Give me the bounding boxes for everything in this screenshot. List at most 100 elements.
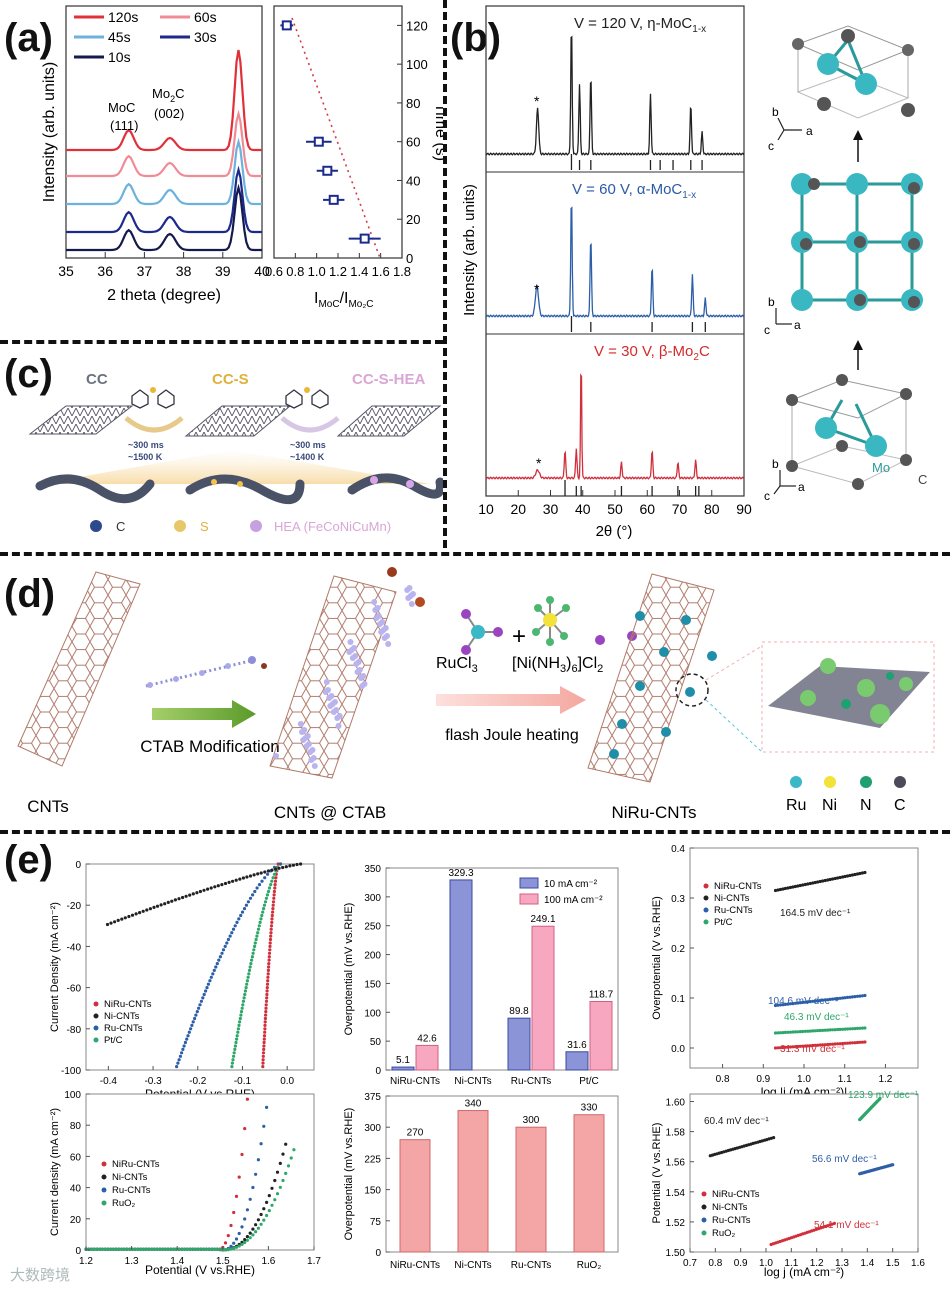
her-ptc-pt-22 [254,937,258,942]
oer-lsv-series-1-pt-69 [273,1178,277,1183]
b-xtick-40: 40 [575,501,591,517]
oer-bar-cat-3: RuO₂ [577,1260,602,1271]
oer-tafel-series-1-pt-28 [772,1136,776,1140]
her-tafel-series-1-pt-27 [841,875,845,879]
oer-lsv-xlabel: Potential (V vs.RHE) [145,1263,255,1277]
oer-tafel-xtick-5: 1.2 [810,1258,824,1269]
oer-lsv-series-3-pt-34 [177,1247,181,1251]
c-legend-hea: HEA (FeCoNiCuMn) [274,519,391,534]
her-ptc-pt-58 [230,1061,234,1065]
her-ru-pt-6 [257,883,262,887]
her-tafel-series-0-pt-23 [831,1042,835,1046]
niru-atoms [609,611,717,759]
xrd-curve-10s [66,183,262,252]
her-niru-pt-42 [264,1006,268,1010]
her-ni-pt-3 [288,864,292,868]
her-lsv-ytick-3: -40 [67,942,82,953]
oer-tafel-series-3-pt-28 [832,1221,837,1225]
her-ni-pt-40 [155,904,160,908]
her-ni-pt-4 [284,865,288,869]
oer-lsv-series-1-pt-68 [270,1186,274,1190]
her-ru-pt-41 [198,1003,202,1007]
niru-tube [587,573,715,783]
her-ni-pt-28 [198,889,202,894]
her-ni-pt-47 [130,913,135,917]
her-tafel-series-3-pt-31 [850,1027,855,1031]
her-tafel-series-2-pt-33 [855,994,860,998]
her-tafel-series-0-pt-10 [798,1044,802,1048]
her-ptc-pt-10 [264,896,268,900]
her-bar-legend-sw-0 [519,877,539,889]
ni-complex [532,596,637,646]
axis-c-1: c [768,139,774,153]
her-ptc-pt-11 [263,900,268,904]
her-tafel-series-2-pt-26 [838,996,842,1000]
benzene-1 [131,387,175,409]
her-ptc-pt-50 [235,1034,239,1038]
oer-bar-label-3: 330 [581,1103,598,1114]
her-tafel-series-1-pt-8 [793,884,798,889]
her-ptc-pt-40 [241,999,245,1003]
oer-lsv-series-1-pt-61 [251,1227,255,1231]
her-tafel-series-1-pt-31 [850,873,855,877]
her-niru-pt-32 [266,972,270,976]
her-ni-pt-0 [299,862,303,866]
d-legend-c-dot [894,776,906,788]
ratio-point-4 [359,233,370,244]
her-bar-legend-1: 100 mA cm⁻² [544,895,603,906]
panel-d-schematic: CNTs CTAB Modification CNTs @ CTAB + RuC… [17,567,935,822]
her-ni-pt-39 [159,903,163,907]
xrd-curve-45s [66,137,262,206]
her-lsv-xtick-2: -0.2 [189,1076,207,1087]
her-lsv-ytick-0: -100 [61,1066,81,1077]
her-ptc-pt-37 [243,989,247,993]
her-tafel-series-0-pt-27 [841,1041,845,1046]
her-tafel-series-1-pt-25 [836,876,840,880]
her-niru-pt-57 [261,1058,265,1062]
oer-bar-label-1: 340 [465,1099,482,1110]
ctab-atom-37 [349,655,356,661]
oer-lsv-xtick-0: 1.2 [79,1256,93,1267]
her-niru-pt-31 [266,968,270,972]
oer-lsv-series-3-pt-71 [278,1185,282,1189]
her-ptc-pt-8 [266,889,271,894]
crystal-beta [786,374,912,490]
her-bar-ylabel: Overpotential (mV vs.RHE) [343,903,355,1036]
her-tafel-slope-1: 104.6 mV dec⁻¹ [768,996,839,1007]
her-niru-pt-26 [267,951,272,955]
oer-lsv-series-1-pt-67 [267,1194,271,1198]
her-ptc-pt-55 [232,1051,236,1055]
her-tafel-series-2-pt-23 [831,997,835,1001]
her-lsv-legend-dot-1 [93,1013,99,1019]
her-ptc-pt-43 [239,1010,244,1014]
her-tafel-series-0-pt-13 [806,1044,810,1048]
her-niru-pt-39 [265,996,269,1000]
her-ptc-pt-21 [255,934,259,938]
fiber-cc [35,474,155,504]
oer-bar-ytick-4: 300 [364,1123,381,1134]
her-niru-pt-37 [265,989,269,993]
ratio-xtick-0.6: 0.6 [265,264,283,279]
her-tafel-series-3-pt-14 [808,1029,812,1033]
ctab-tube [269,575,397,779]
oer-lsv-series-2-pt-56 [237,1231,241,1236]
her-ru-pt-8 [253,889,257,894]
oer-tafel-xtick-4: 1.1 [784,1258,798,1269]
oer-lsv-series-3-pt-54 [232,1246,236,1250]
chart-oer-lsv: 0 20 40 60 80 100 1.2 1.3 1.4 1.5 1.6 1.7 Potential … [49,1090,321,1277]
b-xtick-50: 50 [607,501,623,517]
carbon-label: C [918,472,927,487]
oer-tafel-ylabel: Potential (V vs.RHE) [651,1123,663,1224]
oer-lsv-series-3-pt-27 [158,1247,162,1251]
b-star-2: * [534,281,540,297]
axis-c-2: c [764,323,770,337]
oer-lsv-series-3-pt-18 [133,1247,137,1251]
her-tafel-series-2-pt-2 [778,1003,783,1007]
her-niru-pt-4 [274,876,278,880]
her-ru-pt-20 [230,931,234,935]
separator-vertical [443,0,447,548]
her-tafel-series-3-pt-1 [776,1031,780,1035]
her-tafel-ytick-3: 0.3 [671,894,685,905]
ctab-decoration [273,567,425,769]
oer-lsv-series-3-pt-40 [193,1247,197,1251]
